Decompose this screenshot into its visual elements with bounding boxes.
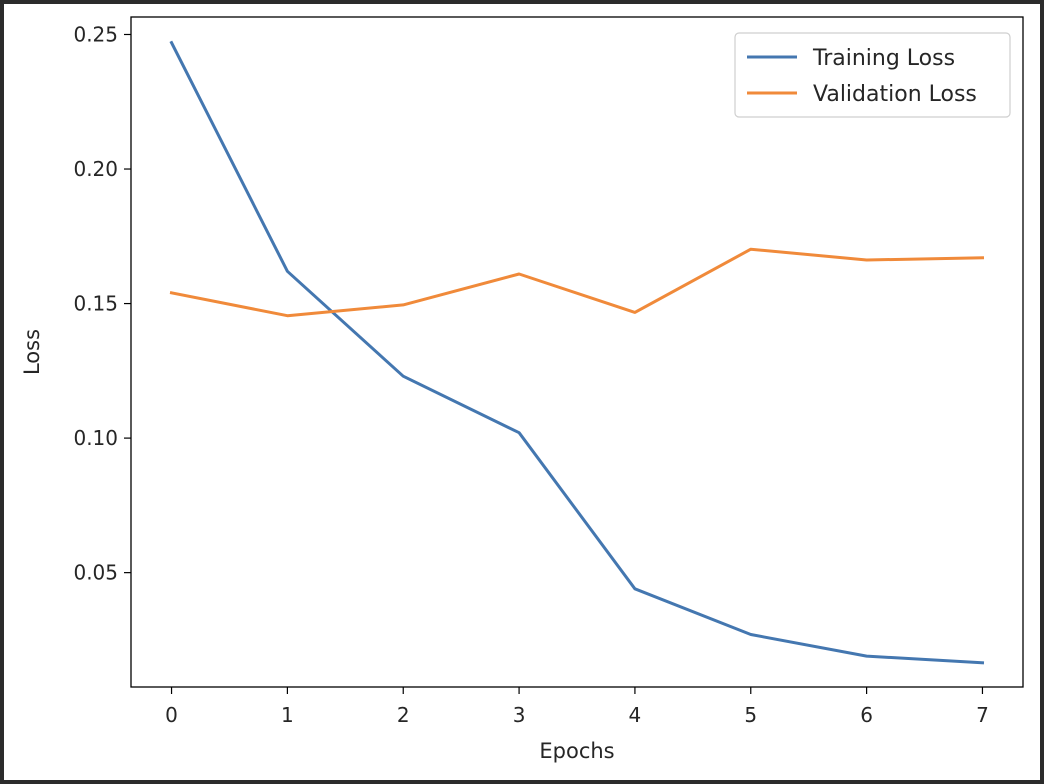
y-axis-ticks: 0.05 0.10 0.15 0.20 0.25	[73, 22, 131, 585]
legend-label-validation-loss: Validation Loss	[813, 82, 977, 107]
x-axis-label: Epochs	[539, 739, 614, 763]
x-tick-label: 6	[860, 703, 873, 727]
y-axis-label: Loss	[20, 329, 44, 375]
x-axis-ticks: 0 1 2 3 4 5 6 7	[165, 687, 989, 727]
x-tick-label: 2	[397, 703, 410, 727]
series-line-training-loss	[169, 40, 985, 665]
y-tick-label: 0.25	[73, 22, 118, 46]
legend-label-training-loss: Training Loss	[812, 46, 955, 71]
x-tick-label: 3	[513, 703, 526, 727]
plot-area	[130, 16, 1024, 688]
x-tick-label: 1	[281, 703, 294, 727]
y-tick-label: 0.20	[73, 157, 118, 181]
line-chart: 0 1 2 3 4 5 6 7 0.05 0.10 0.15 0.20 0.25 Epochs Los…	[20, 16, 1024, 763]
series-line-validation-loss	[169, 247, 985, 318]
x-tick-label: 5	[744, 703, 757, 727]
y-tick-label: 0.05	[73, 561, 118, 585]
x-tick-label: 4	[629, 703, 642, 727]
x-tick-label: 7	[976, 703, 989, 727]
plot-frame	[130, 16, 1024, 688]
y-tick-label: 0.15	[73, 292, 118, 316]
y-tick-label: 0.10	[73, 426, 118, 450]
legend-box	[734, 32, 1011, 118]
figure-canvas: 0 1 2 3 4 5 6 7 0.05 0.10 0.15 0.20 0.25 Epochs Los…	[4, 4, 1040, 780]
series-layer	[169, 40, 985, 665]
x-tick-label: 0	[165, 703, 178, 727]
legend: Training Loss Validation Loss	[734, 32, 1011, 118]
